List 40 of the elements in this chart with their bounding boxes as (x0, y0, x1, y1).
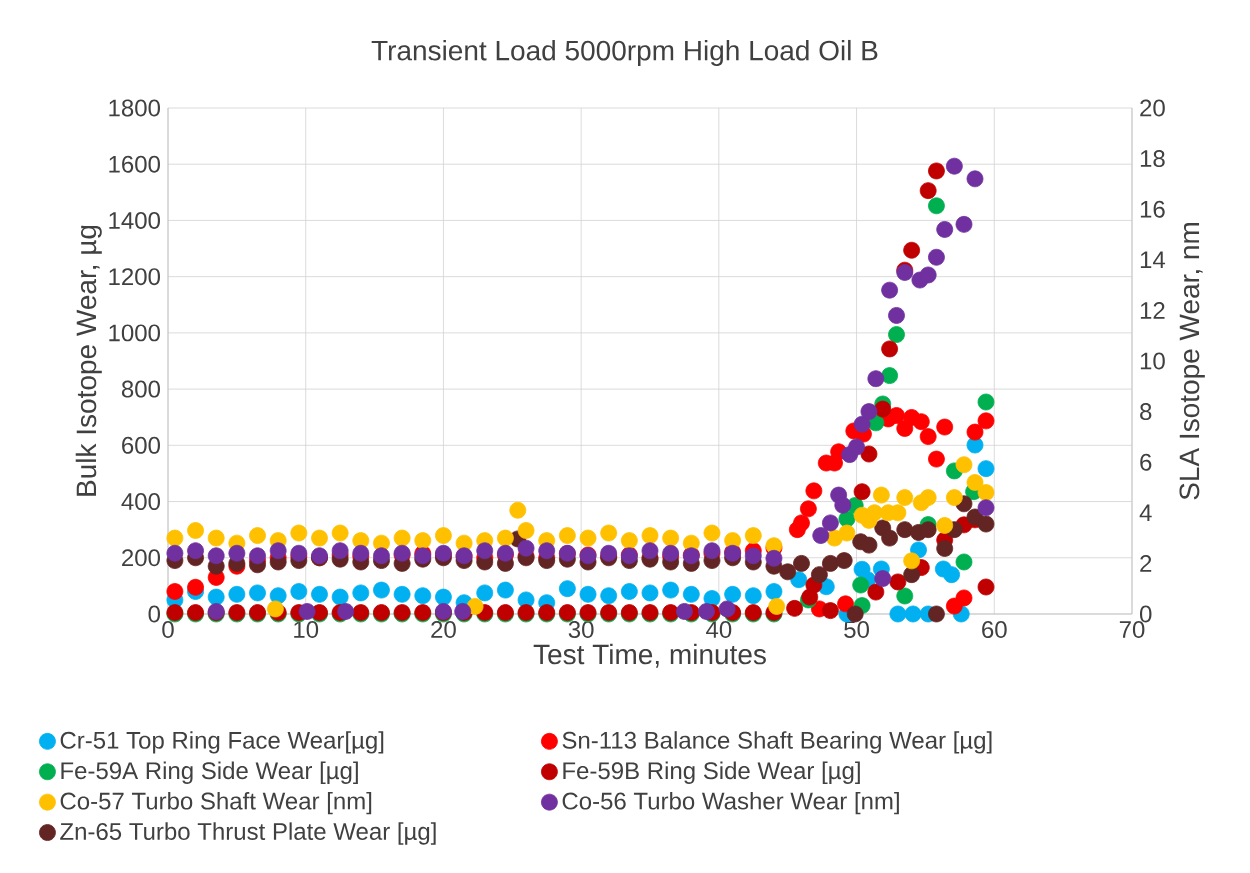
legend-label: Co-57 Turbo Shaft Wear [nm] (60, 791, 372, 815)
y2-tick-label: 4 (1139, 504, 1152, 522)
y2-tick-label: 10 (1140, 352, 1165, 370)
y-tick-label: 1600 (109, 155, 160, 173)
y2-tick-label: 14 (1140, 251, 1166, 269)
y-tick-label: 400 (121, 493, 160, 511)
y-tick-label: 1000 (109, 324, 160, 342)
x-tick-label: 60 (982, 621, 1007, 639)
x-tick-label: 20 (431, 621, 456, 639)
x-tick-label: 30 (568, 621, 594, 639)
y-tick-label: 800 (121, 380, 160, 398)
y-tick-label: 200 (122, 549, 160, 567)
x-axis-title: Test Time, minutes (533, 643, 766, 668)
y-tick-label: 0 (148, 605, 161, 623)
x-tick-label: 70 (1119, 621, 1145, 639)
x-tick-label: 10 (294, 621, 319, 639)
y-tick-label: 1800 (109, 99, 160, 117)
y2-axis-title: SLA Isotope Wear, nm (1179, 223, 1205, 500)
y2-tick-label: 16 (1140, 200, 1165, 218)
x-tick-label: 40 (706, 621, 732, 639)
y2-tick-label: 0 (1140, 605, 1152, 623)
y2-tick-label: 12 (1140, 302, 1165, 319)
x-tick-label: 0 (162, 621, 174, 639)
y-tick-label: 600 (122, 436, 160, 454)
y2-tick-label: 20 (1140, 99, 1165, 117)
y-tick-label: 1200 (109, 268, 160, 286)
y2-tick-label: 2 (1140, 555, 1152, 572)
legend-label: Cr-51 Top Ring Face Wear[µg] (60, 731, 384, 754)
legend-label: Co-56 Turbo Washer Wear [nm] (562, 791, 899, 815)
y2-tick-label: 6 (1140, 453, 1152, 471)
y-tick-label: 1400 (109, 211, 160, 229)
chart-title: Transient Load 5000rpm High Load Oil B (371, 39, 878, 67)
y2-tick-label: 8 (1140, 403, 1152, 421)
y-axis-title: Bulk Isotope Wear, µg (75, 225, 102, 496)
legend-label: Zn-65 Turbo Thrust Plate Wear [µg] (60, 822, 436, 845)
legend-label: Sn-113 Balance Shaft Bearing Wear [µg] (562, 731, 992, 754)
legend-label: Fe-59A Ring Side Wear [µg] (61, 761, 358, 784)
legend-label: Fe-59B Ring Side Wear [µg] (563, 761, 860, 784)
y2-tick-label: 18 (1140, 150, 1165, 168)
x-tick-label: 50 (844, 621, 869, 639)
